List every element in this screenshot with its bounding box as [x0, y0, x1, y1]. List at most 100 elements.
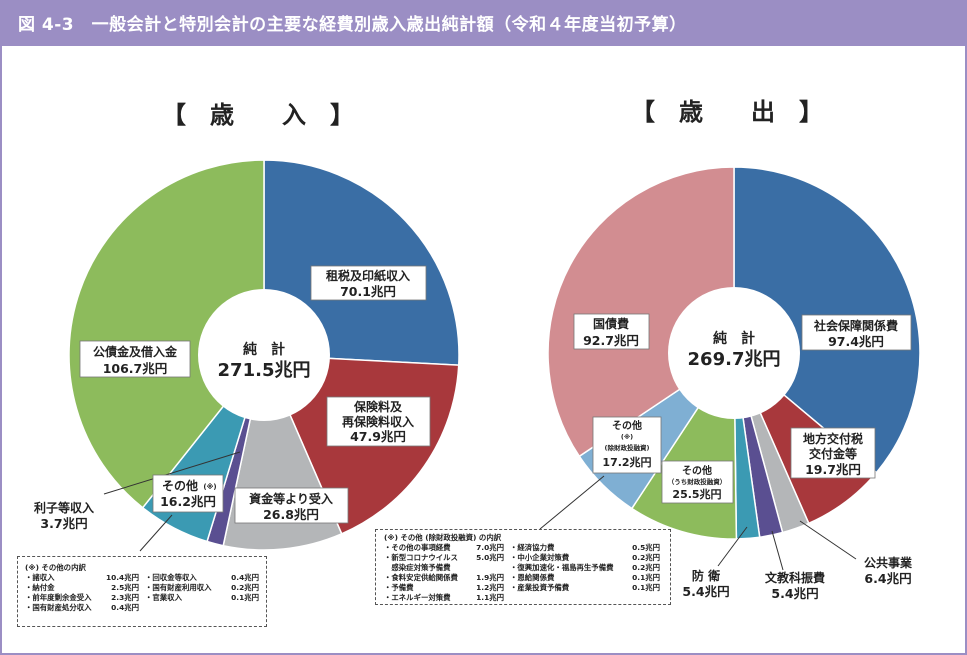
label-box-debt — [573, 313, 650, 350]
leader-edu — [771, 530, 784, 571]
label-box-tax — [310, 265, 427, 301]
expenditure-center-value: 269.7兆円 — [688, 349, 781, 370]
label-social-name: 社会保障関係費 — [813, 318, 898, 333]
note-item-name: ・前年度剰余金受入 — [25, 593, 92, 602]
revenue-slice-5 — [68, 159, 265, 509]
label-exp-other-value: 17.2兆円 — [602, 455, 651, 469]
note-cell — [145, 603, 259, 613]
note-row: ・国有財産処分収入 0.4兆円 — [25, 603, 259, 613]
note-item-name: ・産業投資予備費 — [510, 583, 570, 592]
label-exp-other-note: (除財政投融資) — [605, 443, 650, 452]
revenue-note-rows: ・諸収入 10.4兆円 ・回収金等収入 0.4兆円 ・納付金 2.5兆円 ・国有財産利用収入… — [25, 573, 259, 613]
label-fund-value: 26.8兆円 — [263, 507, 319, 522]
note-item-value: 1.9兆円 — [476, 573, 504, 582]
note-item-name: 感染症対策予備費 — [384, 563, 451, 572]
note-item-value: 0.2兆円 — [632, 563, 660, 572]
label-exp-other-fil-note: （うち財政投融資） — [668, 477, 727, 486]
label-box-bond — [79, 340, 191, 378]
label-bond-name: 公債金及借入金 — [93, 344, 178, 359]
note-row: ・食料安定供給関係費 1.9兆円 ・恩給関係費 0.1兆円 — [384, 573, 662, 583]
note-item-name: ・恩給関係費 — [510, 573, 555, 582]
note-cell: ・回収金等収入 0.4兆円 — [145, 573, 259, 583]
revenue-center-hole — [198, 289, 330, 421]
label-box-insurance — [326, 396, 431, 447]
note-cell: ・前年度剰余金受入 2.3兆円 — [25, 593, 139, 603]
expenditure-center-label: 純 計 — [713, 330, 755, 347]
label-ins-line2: 再保険料収入 — [342, 414, 414, 429]
note-item-value: 10.4兆円 — [105, 573, 139, 582]
note-cell: ・国有財産処分収入 0.4兆円 — [25, 603, 139, 613]
label-public-name: 公共事業 — [864, 555, 913, 570]
note-item-value: 0.1兆円 — [632, 583, 660, 592]
label-exp-other-fil-name: その他 — [682, 464, 712, 477]
label-social-value: 97.4兆円 — [828, 334, 884, 349]
label-defense-name: 防 衛 — [692, 568, 720, 583]
label-local-line2: 交付金等 — [809, 446, 857, 461]
leader-exp-other — [539, 475, 605, 530]
note-item-value: 5.0兆円 — [476, 553, 504, 562]
note-item-name: ・食料安定供給関係費 — [384, 573, 458, 582]
label-rev-other-mark: (※) — [203, 482, 216, 491]
note-item-name: ・エネルギー対策費 — [384, 593, 451, 602]
note-item-name: ・復興加速化・福島再生予備費 — [510, 563, 614, 572]
note-item-value: 1.2兆円 — [476, 583, 504, 592]
label-debt-value: 92.7兆円 — [583, 333, 639, 348]
label-local-value: 19.7兆円 — [805, 462, 861, 477]
note-item-name: ・国有財産利用収入 — [145, 583, 212, 592]
label-edu-value: 5.4兆円 — [771, 586, 818, 601]
note-item-name: ・経済協力費 — [510, 543, 555, 552]
expenditure-pie-title: 【 歳 出 】 — [631, 98, 823, 126]
label-interest-name: 利子等収入 — [34, 500, 94, 515]
label-edu-name: 文教科振費 — [765, 570, 825, 585]
note-item-value: 1.1兆円 — [476, 593, 504, 602]
note-item-value: 2.5兆円 — [111, 583, 139, 592]
note-item-name: ・予備費 — [384, 583, 414, 592]
note-item-value: 0.2兆円 — [231, 583, 259, 592]
note-cell: ・経済協力費 0.5兆円 — [510, 543, 660, 553]
expenditure-note-rows: ・その他の事項経費 7.0兆円 ・経済協力費 0.5兆円・新型コロナウイルス 5.0兆円… — [384, 543, 662, 603]
note-item-name: ・その他の事項経費 — [384, 543, 451, 552]
note-cell: 感染症対策予備費 — [384, 563, 504, 573]
label-ins-value: 47.9兆円 — [350, 429, 406, 444]
label-box-fund — [234, 487, 349, 524]
note-cell: ・諸収入 10.4兆円 — [25, 573, 139, 583]
note-cell: ・新型コロナウイルス 5.0兆円 — [384, 553, 504, 563]
label-bond-value: 106.7兆円 — [103, 361, 168, 376]
leader-interest — [103, 451, 241, 495]
note-cell: ・恩給関係費 0.1兆円 — [510, 573, 660, 583]
note-item-name: ・官業収入 — [145, 593, 182, 602]
label-box-exp-other — [592, 416, 662, 474]
note-item-value: 0.4兆円 — [111, 603, 139, 612]
note-item-value: 0.1兆円 — [632, 573, 660, 582]
note-item-name: ・新型コロナウイルス — [384, 553, 458, 562]
note-cell: ・国有財産利用収入 0.2兆円 — [145, 583, 259, 593]
note-cell: ・産業投資予備費 0.1兆円 — [510, 583, 660, 593]
note-row: 感染症対策予備費 ・復興加速化・福島再生予備費 0.2兆円 — [384, 563, 662, 573]
label-rev-other-name: その他 — [162, 478, 198, 493]
note-item-value: 7.0兆円 — [476, 543, 504, 552]
leader-public — [799, 520, 857, 560]
note-row: ・納付金 2.5兆円 ・国有財産利用収入 0.2兆円 — [25, 583, 259, 593]
leader-lines — [103, 451, 857, 571]
note-item-value: 0.5兆円 — [632, 543, 660, 552]
label-box-social — [801, 314, 912, 351]
expenditure-note-title: (※) その他 (除財政投融資) の内訳 — [384, 533, 502, 542]
label-interest-value: 3.7兆円 — [40, 516, 87, 531]
label-box-exp-other-fil — [661, 460, 734, 504]
label-rev-other-value: 16.2兆円 — [160, 494, 216, 509]
revenue-other-note: (※) その他の内訳 ・諸収入 10.4兆円 ・回収金等収入 0.4兆円 ・納付金 2.5… — [17, 556, 267, 627]
revenue-note-title: (※) その他の内訳 — [25, 563, 86, 572]
label-fund-name: 資金等より受入 — [249, 491, 333, 506]
note-row: ・予備費 1.2兆円 ・産業投資予備費 0.1兆円 — [384, 583, 662, 593]
note-item-name: ・諸収入 — [25, 573, 55, 582]
note-item-value: 0.2兆円 — [632, 553, 660, 562]
note-cell: ・官業収入 0.1兆円 — [145, 593, 259, 603]
note-row: ・新型コロナウイルス 5.0兆円 ・中小企業対策費 0.2兆円 — [384, 553, 662, 563]
label-defense-value: 5.4兆円 — [682, 584, 729, 599]
revenue-pie-title: 【 歳 入 】 — [162, 101, 354, 129]
revenue-center-value: 271.5兆円 — [218, 360, 311, 381]
note-row: ・エネルギー対策費 1.1兆円 — [384, 593, 662, 603]
leader-defense — [717, 526, 748, 567]
label-exp-other-name: その他 — [612, 419, 642, 432]
